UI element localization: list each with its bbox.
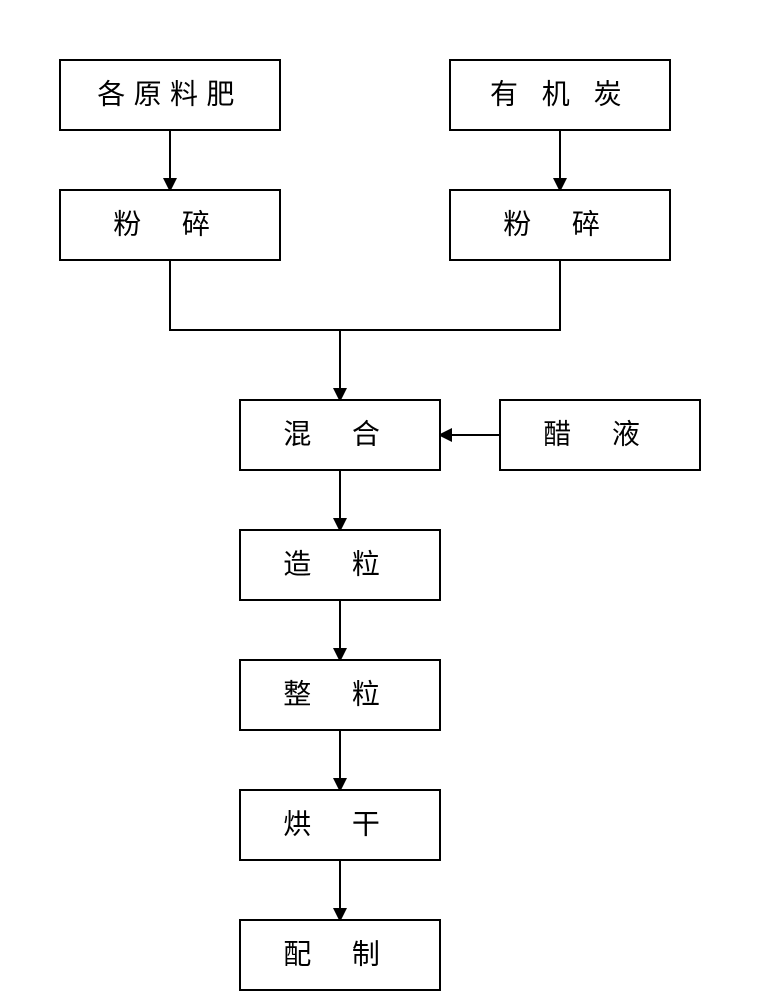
flowchart: 各原料肥 有 机 炭粉 碎 粉 碎混 合 醋 液造 粒整 粒烘 干配 制: [0, 0, 764, 1000]
node-label-raw: 各原料肥: [97, 78, 243, 110]
node-sizing: 整 粒: [240, 660, 440, 730]
node-granulate: 造 粒: [240, 530, 440, 600]
node-label-dry: 烘 干: [283, 808, 396, 840]
node-crush_l: 粉 碎: [60, 190, 280, 260]
node-label-vinegar: 醋 液: [543, 418, 656, 450]
node-label-formulate: 配 制: [283, 938, 396, 970]
node-mix: 混 合: [240, 400, 440, 470]
nodes-layer: 各原料肥 有 机 炭粉 碎 粉 碎混 合 醋 液造 粒整 粒烘 干配 制: [60, 60, 700, 990]
node-dry: 烘 干: [240, 790, 440, 860]
node-label-sizing: 整 粒: [283, 678, 396, 710]
node-label-crush_l: 粉 碎: [113, 208, 226, 240]
node-label-crush_r: 粉 碎: [503, 208, 616, 240]
node-formulate: 配 制: [240, 920, 440, 990]
node-vinegar: 醋 液: [500, 400, 700, 470]
node-organic: 有 机 炭: [450, 60, 670, 130]
node-crush_r: 粉 碎: [450, 190, 670, 260]
edge-crush_l-merge: [170, 260, 340, 330]
edge-crush_r-merge: [340, 260, 560, 330]
node-label-mix: 混 合: [283, 418, 396, 450]
node-label-granulate: 造 粒: [283, 548, 396, 580]
node-label-organic: 有 机 炭: [490, 78, 630, 110]
node-raw: 各原料肥: [60, 60, 280, 130]
